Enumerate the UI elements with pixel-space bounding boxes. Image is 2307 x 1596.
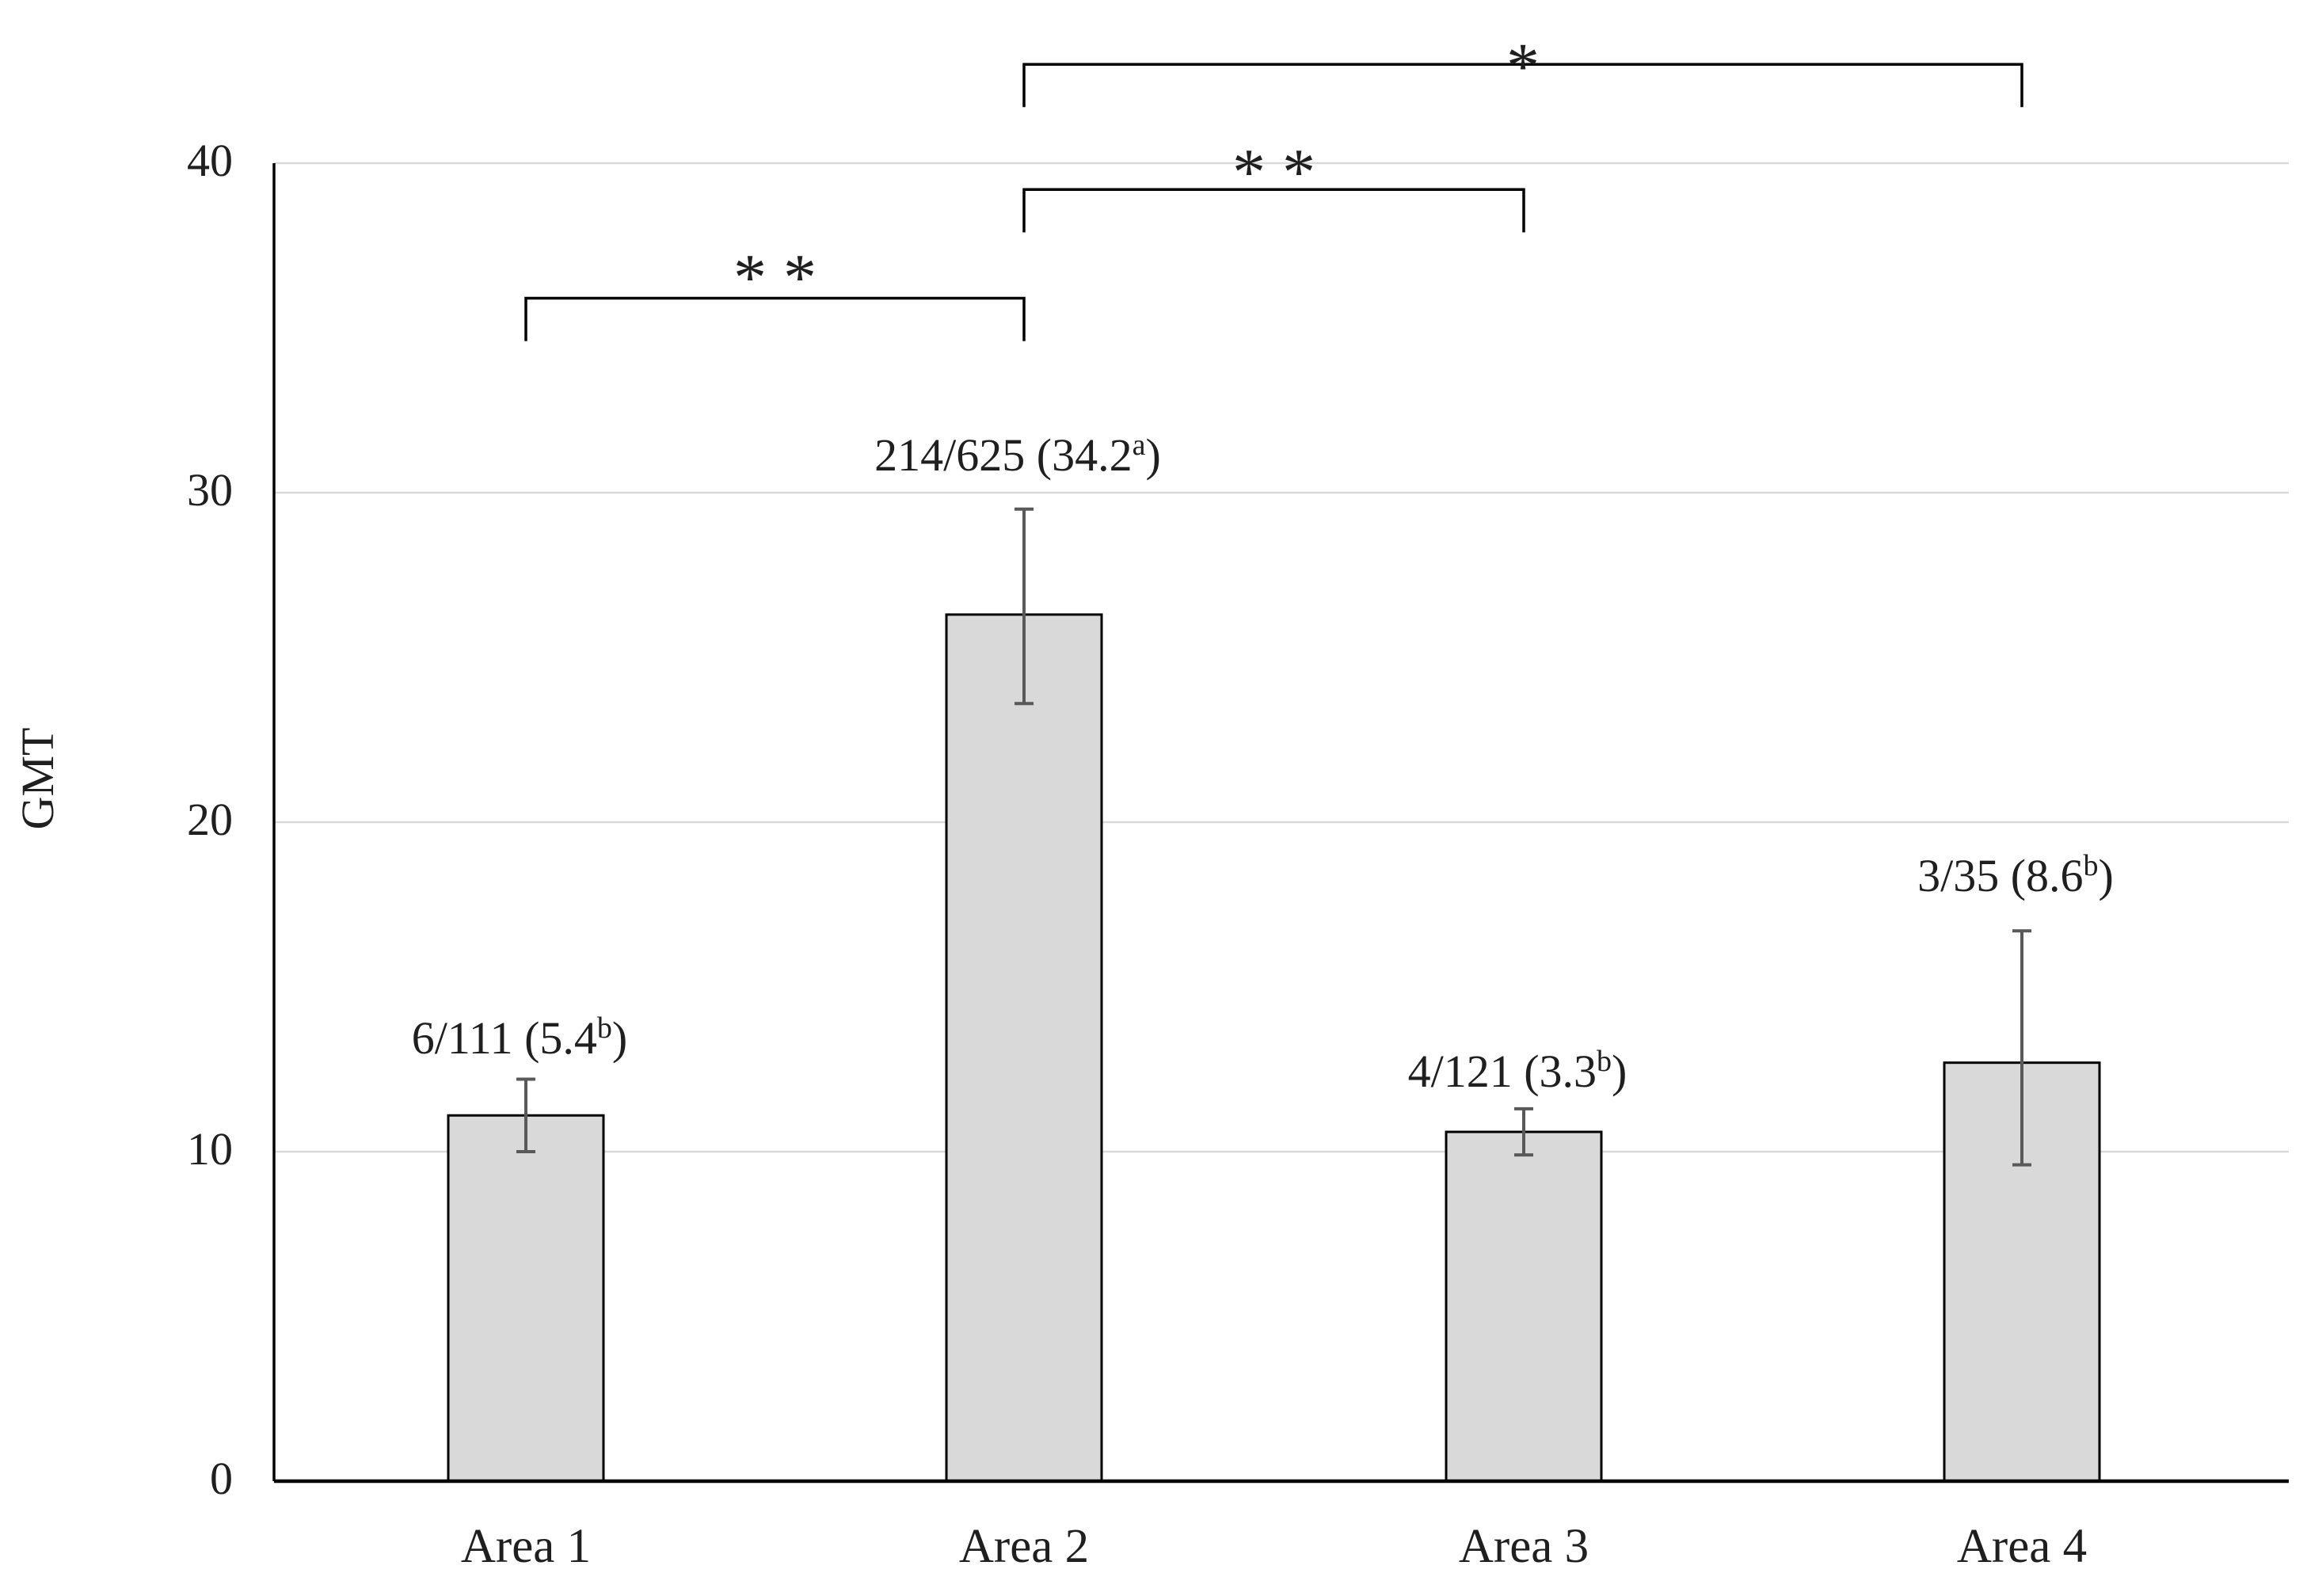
bar-value-label: 6/111 (5.4b) (412, 1011, 627, 1064)
y-tick-label-0: 0 (210, 1453, 233, 1504)
x-category-label-area-3: Area 3 (1459, 1520, 1589, 1573)
bar-value-label: 214/625 (34.2a) (874, 429, 1161, 481)
x-category-label-area-1: Area 1 (461, 1520, 591, 1573)
y-tick-label-40: 40 (187, 135, 233, 186)
significance-bracket-1 (524, 296, 1026, 341)
significance-asterisks-3: * (1506, 30, 1540, 104)
significance-bracket-2 (1022, 188, 1525, 233)
x-category-label-area-4: Area 4 (1957, 1520, 2087, 1573)
y-tick-label-30: 30 (187, 464, 233, 516)
y-tick-label-20: 20 (187, 794, 233, 845)
significance-asterisks-2: * * (1232, 135, 1315, 209)
bar-value-label: 3/35 (8.6b) (1917, 849, 2114, 901)
bar-area-2 (945, 613, 1103, 1483)
bar-area-1 (447, 1114, 605, 1483)
y-axis-title: GMT (12, 728, 63, 830)
bar-area-3 (1445, 1130, 1603, 1483)
significance-asterisks-1: * * (733, 241, 817, 314)
y-tick-label-10: 10 (187, 1123, 233, 1175)
x-category-label-area-2: Area 2 (959, 1520, 1089, 1573)
bar-value-label: 4/121 (3.3b) (1408, 1045, 1627, 1097)
significance-bracket-3 (1022, 63, 2023, 108)
